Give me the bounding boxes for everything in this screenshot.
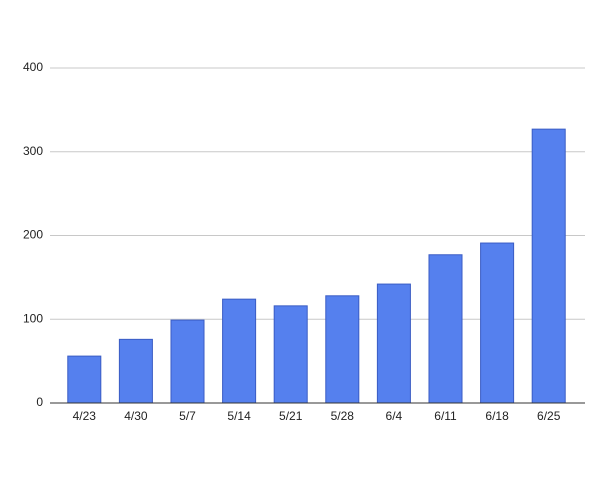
x-tick-label: 5/28 <box>331 409 355 423</box>
bar <box>531 128 566 404</box>
x-tick-label: 5/7 <box>179 409 196 423</box>
x-tick-label: 6/18 <box>485 409 509 423</box>
y-tick-label: 100 <box>23 311 43 325</box>
x-tick-label: 6/4 <box>386 409 403 423</box>
y-tick-label: 400 <box>23 60 43 74</box>
bar <box>118 338 153 404</box>
bar <box>273 305 308 404</box>
bar <box>67 355 102 404</box>
bar <box>480 242 515 404</box>
bar <box>170 319 205 404</box>
bar <box>325 295 360 404</box>
y-tick-label: 200 <box>23 228 43 242</box>
x-tick-label: 5/14 <box>227 409 251 423</box>
y-tick-label: 0 <box>36 395 43 409</box>
x-tick-label: 6/11 <box>434 409 457 423</box>
bar <box>376 283 411 404</box>
x-tick-label: 5/21 <box>279 409 303 423</box>
bar <box>428 254 463 404</box>
x-tick-label: 6/25 <box>537 409 561 423</box>
bar <box>222 298 257 404</box>
x-tick-label: 4/23 <box>73 409 97 423</box>
x-tick-label: 4/30 <box>124 409 148 423</box>
y-tick-label: 300 <box>23 144 43 158</box>
